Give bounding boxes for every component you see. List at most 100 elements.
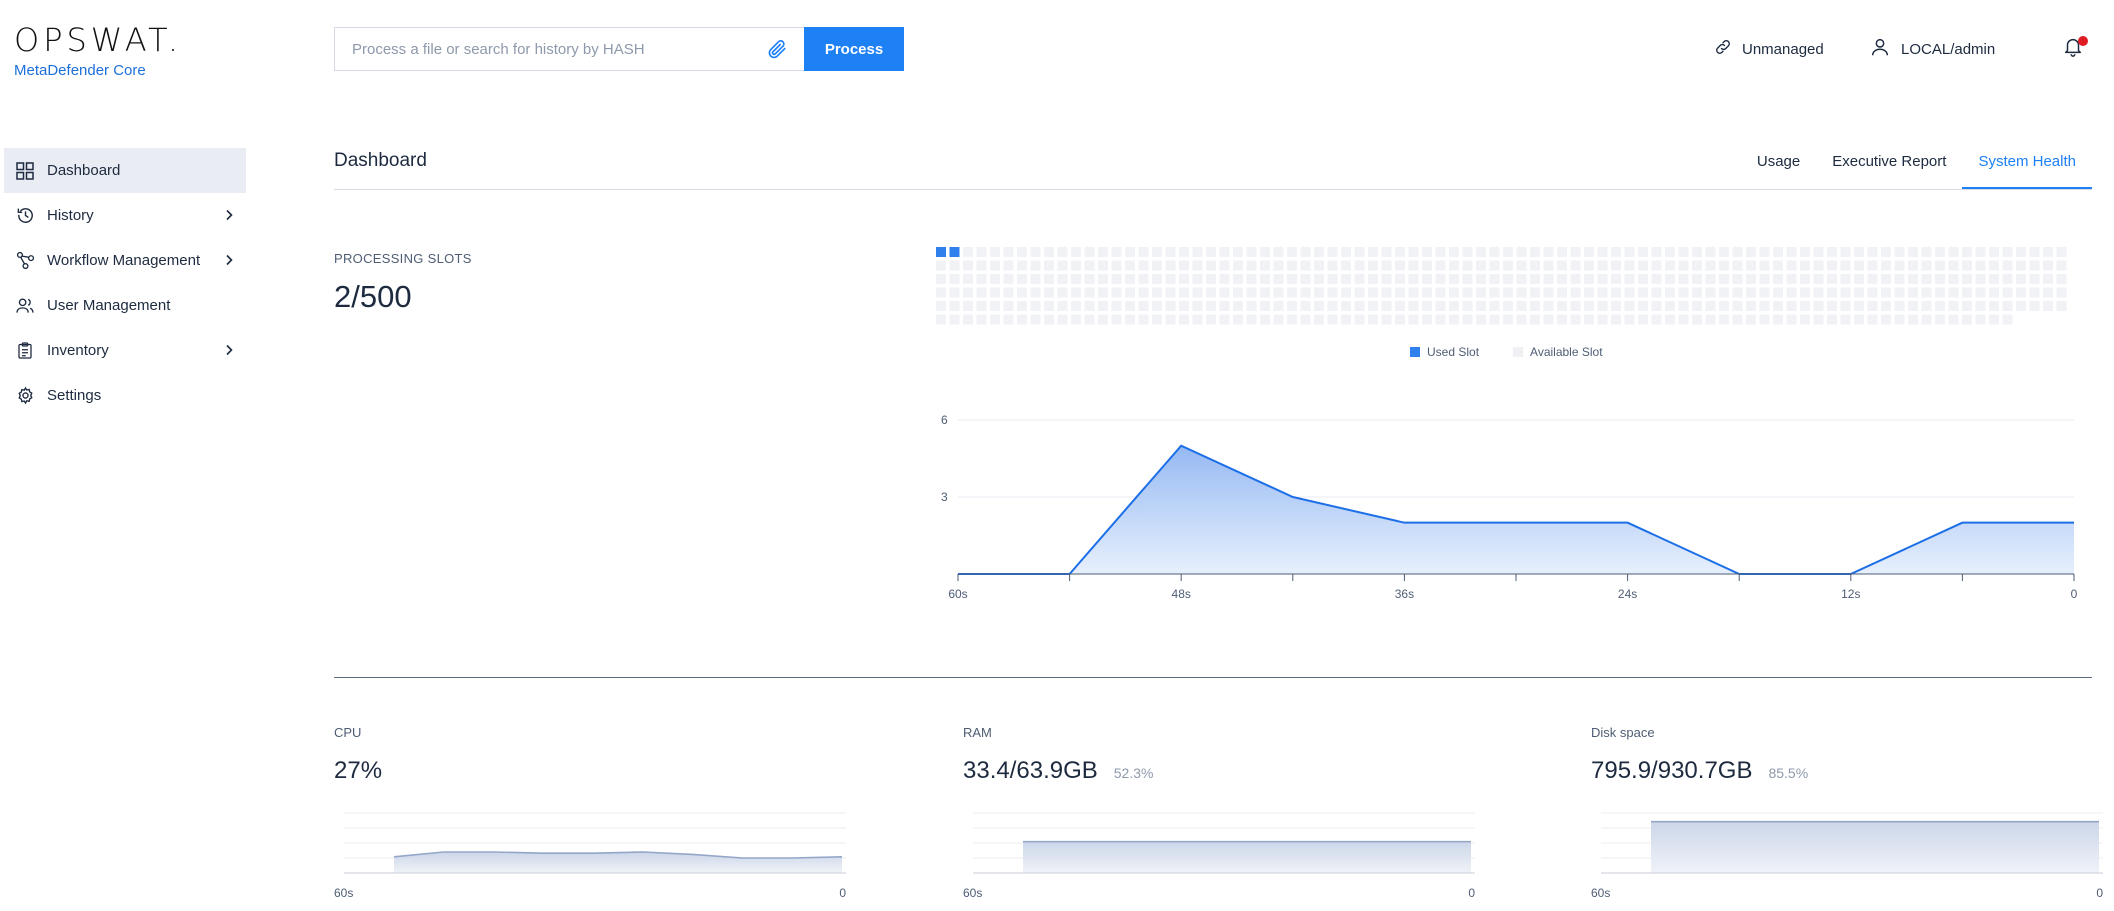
metric-line <box>393 851 843 859</box>
process-button[interactable]: Process <box>804 27 904 71</box>
slot-available <box>1125 260 1135 271</box>
search-input[interactable] <box>334 27 804 71</box>
slot-used <box>936 247 946 257</box>
tab-executive-report[interactable]: Executive Report <box>1832 153 1947 170</box>
slot-available <box>1611 314 1621 325</box>
slot-available <box>1908 287 1918 298</box>
slot-available <box>1800 274 1810 284</box>
slot-available <box>1786 247 1797 257</box>
x-tick-label: 36s <box>1395 587 1414 601</box>
sidebar-item-user-management[interactable]: User Management <box>4 283 246 328</box>
slot-available <box>1476 301 1486 311</box>
slot-available <box>1354 247 1365 257</box>
slot-available <box>949 301 960 311</box>
slot-available <box>1651 247 1662 257</box>
sidebar-item-label: Dashboard <box>47 162 121 179</box>
slot-available <box>1543 274 1554 284</box>
slot-available <box>1084 314 1095 325</box>
slot-available <box>1759 260 1770 271</box>
slot-available <box>963 314 973 325</box>
slot-available <box>1111 314 1122 325</box>
slot-available <box>990 314 1000 325</box>
unmanaged-status[interactable]: Unmanaged <box>1714 34 1824 64</box>
link-icon <box>1714 38 1732 60</box>
slot-available <box>1570 260 1581 271</box>
slot-available <box>1057 260 1068 271</box>
slot-available <box>1948 314 1959 325</box>
slot-available <box>1098 314 1108 325</box>
slot-available <box>963 260 973 271</box>
slot-available <box>990 247 1000 257</box>
slot-available <box>1516 260 1527 271</box>
slot-available <box>1597 274 1608 284</box>
slot-available <box>1854 301 1864 311</box>
history-icon <box>15 206 35 226</box>
slot-available <box>1989 247 1999 257</box>
tab-system-health[interactable]: System Health <box>1962 140 2092 190</box>
slot-available <box>1233 301 1243 311</box>
slot-available <box>1192 314 1203 325</box>
slot-available <box>1503 301 1513 311</box>
slot-available <box>1854 274 1864 284</box>
slot-available <box>990 274 1000 284</box>
slot-available <box>1665 260 1675 271</box>
slot-available <box>1489 247 1500 257</box>
slot-available <box>1408 260 1419 271</box>
slot-available <box>1638 274 1648 284</box>
slot-available <box>949 260 960 271</box>
slot-available <box>1624 301 1635 311</box>
legend-available: Available Slot <box>1513 345 1603 359</box>
app-logo[interactable]: OPSWAT. MetaDefender Core <box>14 24 182 79</box>
slot-available <box>1206 314 1216 325</box>
slot-available <box>1759 274 1770 284</box>
sidebar-item-dashboard[interactable]: Dashboard <box>4 148 246 193</box>
slot-available <box>1773 247 1783 257</box>
paperclip-icon[interactable] <box>766 38 788 60</box>
gear-icon <box>15 386 35 406</box>
slot-available <box>1003 274 1014 284</box>
slot-available <box>1341 260 1351 271</box>
slot-available <box>1894 247 1905 257</box>
notification-bell[interactable] <box>2062 34 2088 64</box>
slot-available <box>1489 287 1500 298</box>
slot-available <box>1543 301 1554 311</box>
slot-available <box>1692 301 1702 311</box>
slot-available <box>1732 260 1743 271</box>
slot-available <box>1246 247 1257 257</box>
sidebar-item-settings[interactable]: Settings <box>4 373 246 418</box>
slot-available <box>1840 314 1851 325</box>
slot-available <box>1503 274 1513 284</box>
slot-available <box>1111 287 1122 298</box>
sidebar-item-inventory[interactable]: Inventory <box>4 328 246 373</box>
slot-available <box>1786 301 1797 311</box>
slot-available <box>1462 260 1473 271</box>
slot-available <box>963 301 973 311</box>
slot-available <box>1800 314 1810 325</box>
slot-available <box>1381 301 1392 311</box>
metric-area <box>1023 841 1471 873</box>
slot-available <box>1948 274 1959 284</box>
sidebar-item-history[interactable]: History <box>4 193 246 238</box>
slot-available <box>1341 314 1351 325</box>
user-label: LOCAL/admin <box>1901 40 1996 58</box>
slot-available <box>1935 287 1945 298</box>
slot-available <box>1719 287 1729 298</box>
slot-available <box>1192 301 1203 311</box>
slot-available <box>1260 274 1270 284</box>
sidebar-item-workflow-management[interactable]: Workflow Management <box>4 238 246 283</box>
slot-available <box>1921 287 1932 298</box>
slot-available <box>1908 260 1918 271</box>
slot-available <box>1111 260 1122 271</box>
slot-available <box>1867 314 1878 325</box>
slot-available <box>1840 247 1851 257</box>
tab-usage[interactable]: Usage <box>1756 153 1801 170</box>
x-tick-label: 60s <box>948 587 967 601</box>
dashboard-tabs: Usage Executive Report System Health <box>1741 140 2092 190</box>
slot-available <box>1314 247 1324 257</box>
slot-available <box>1138 274 1149 284</box>
slot-available <box>1894 274 1905 284</box>
slot-available <box>1732 314 1743 325</box>
slot-available <box>1044 274 1054 284</box>
user-menu[interactable]: LOCAL/admin <box>1869 34 1995 64</box>
slot-available <box>2043 274 2053 284</box>
